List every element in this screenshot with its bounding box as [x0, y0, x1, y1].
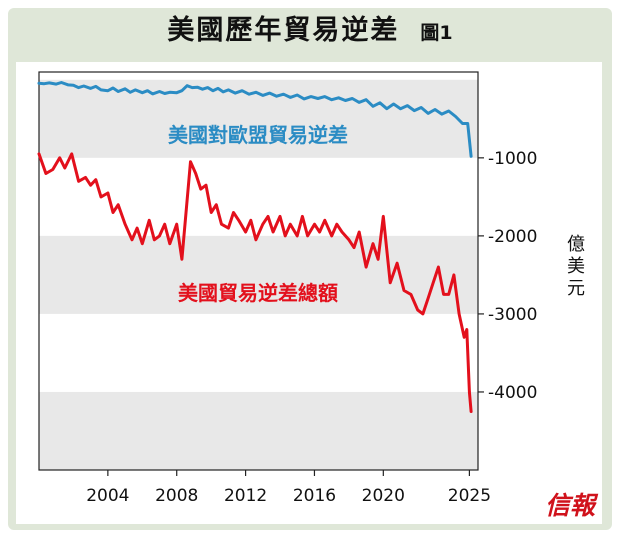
x-tick-label: 2020: [362, 486, 405, 506]
x-axis-ticks: 2004 2008 2012 2016 2020 2025: [86, 470, 491, 506]
band-2: [39, 391, 478, 470]
series-lines: [37, 81, 473, 413]
band-1: [39, 235, 478, 314]
y-axis-label-char: 億: [567, 234, 585, 255]
x-tick-label: 2025: [448, 486, 491, 506]
y-tick-label: -3000: [488, 305, 537, 325]
brand-logo: 信報: [545, 491, 596, 520]
figure-label: 圖1: [420, 22, 453, 44]
y-tick-label: -4000: [488, 383, 537, 403]
eu-series-label: 美國對歐盟貿易逆差: [168, 123, 348, 147]
chart-header: 美國歷年貿易逆差 圖1: [0, 8, 620, 47]
y-tick-label: -1000: [488, 149, 537, 169]
x-tick-label: 2008: [155, 486, 198, 506]
chart-title: 美國歷年貿易逆差: [167, 15, 400, 46]
eu-deficit-line: [37, 81, 473, 158]
total-deficit-line: [37, 152, 473, 413]
y-axis-label: 億美元: [567, 234, 585, 299]
y-axis-ticks: -1000 -2000 -3000 -4000: [478, 149, 537, 403]
y-tick-label: -2000: [488, 227, 537, 247]
x-tick-label: 2016: [293, 486, 336, 506]
plot-area-border: [38, 71, 479, 471]
x-tick-label: 2012: [224, 486, 267, 506]
y-axis-label-char: 美: [567, 256, 585, 277]
total-series-label: 美國貿易逆差總額: [178, 281, 338, 305]
y-axis-label-char: 元: [567, 278, 585, 299]
x-tick-label: 2004: [86, 486, 129, 506]
background-bands: [39, 79, 478, 470]
